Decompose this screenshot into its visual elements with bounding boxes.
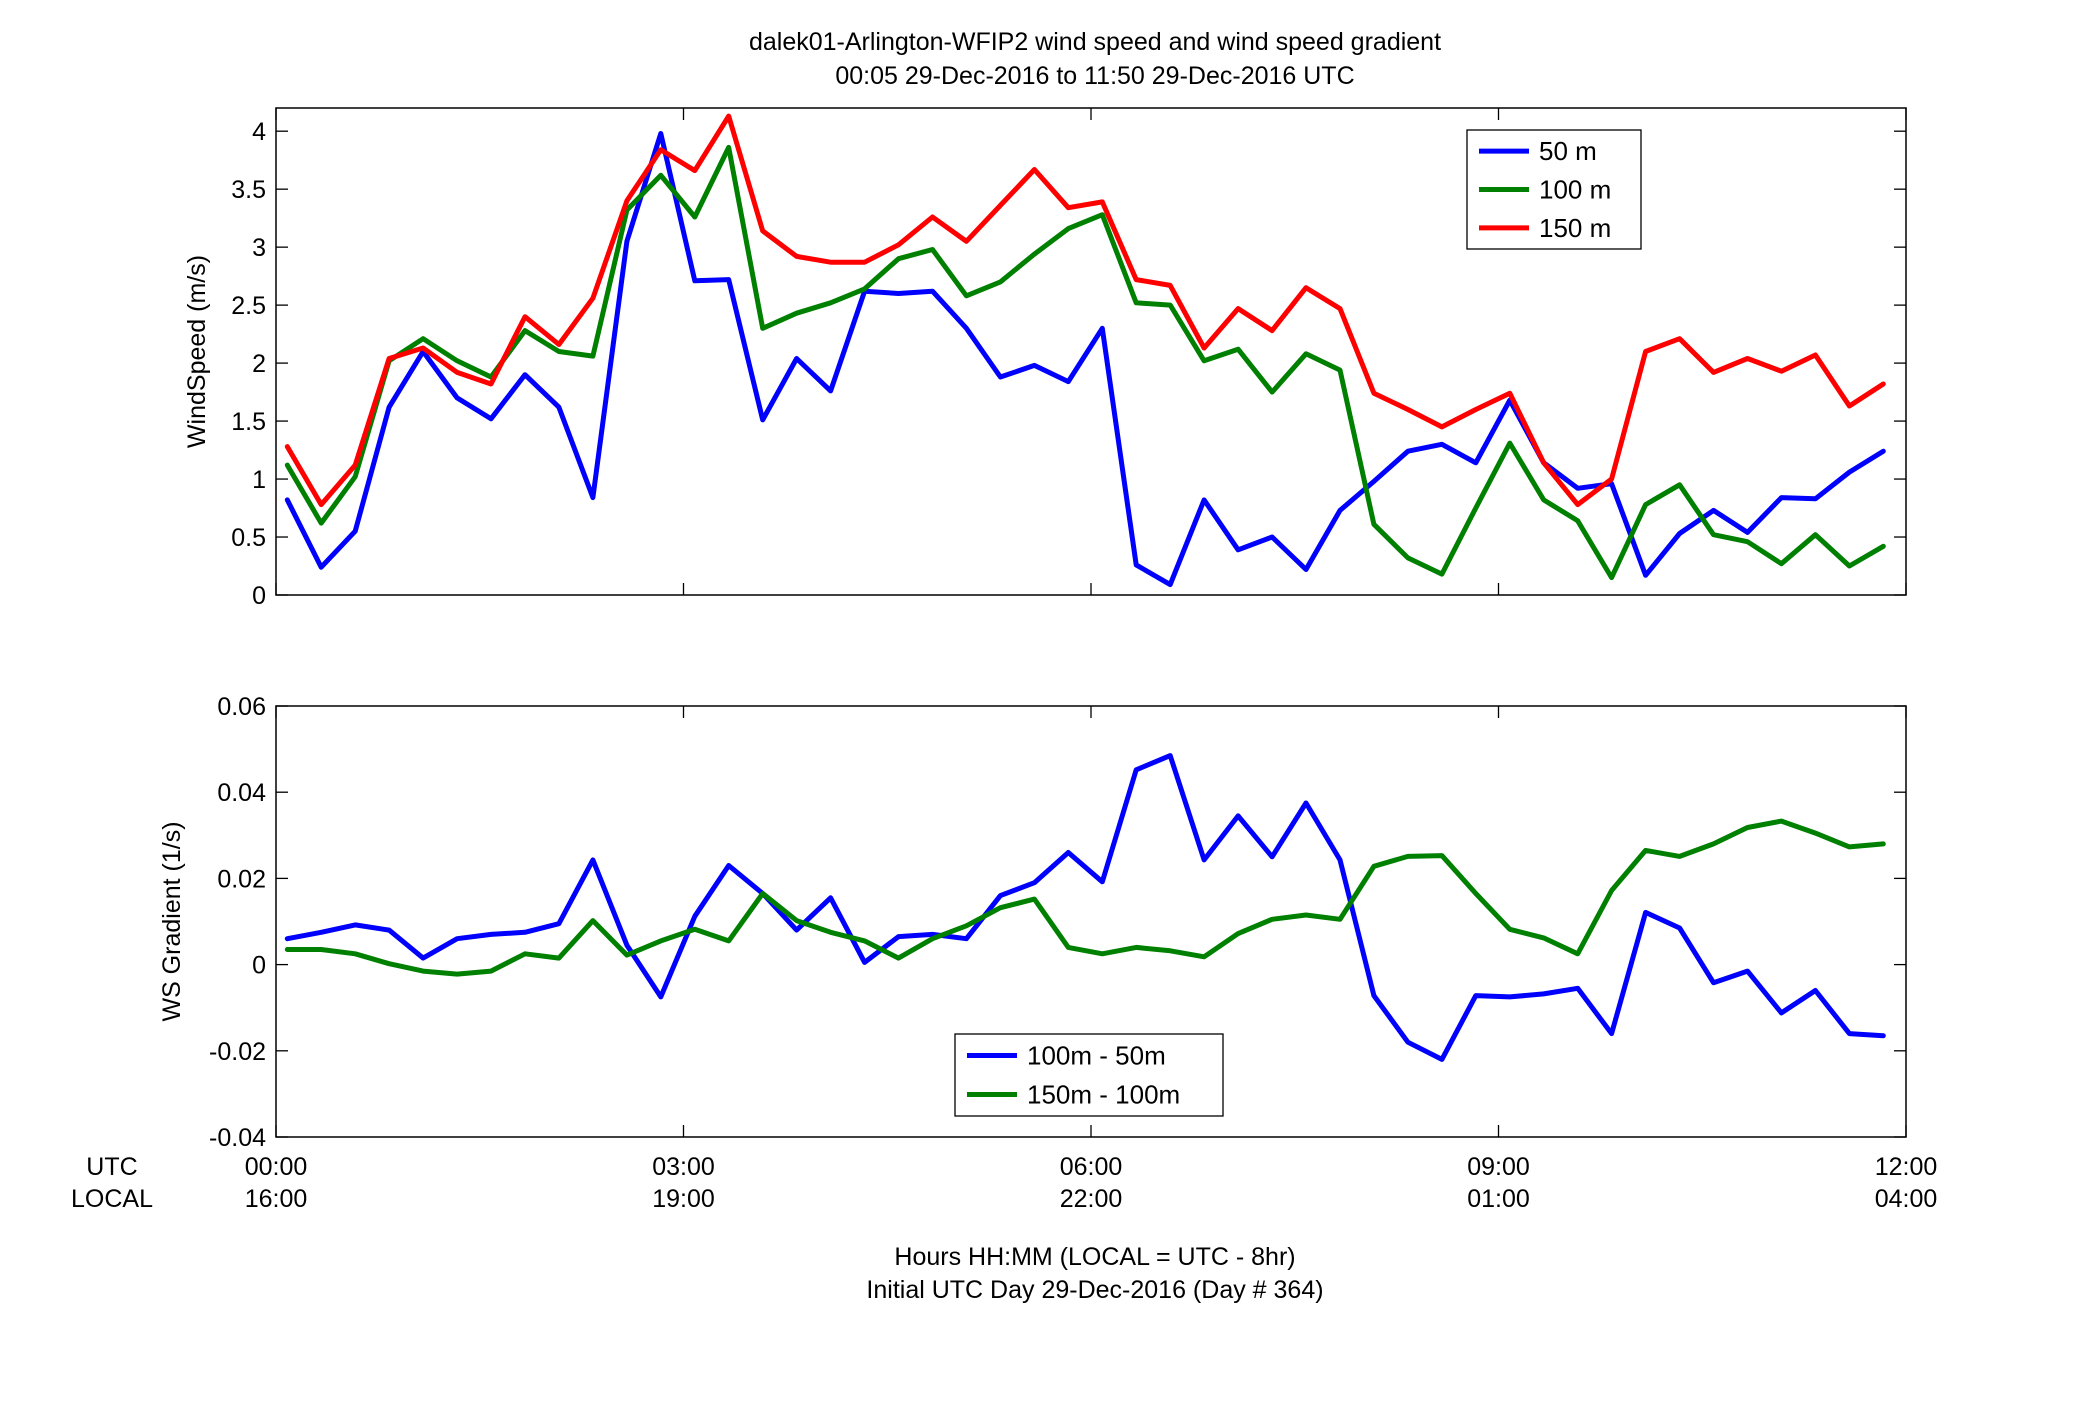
x-tick-labels: 00:00 16:00 03:00 19:00 06:00 22:00 09:00 01:00… bbox=[245, 1153, 1938, 1213]
windspeed-ylabel: WindSpeed (m/s) bbox=[183, 255, 211, 448]
gradient-ticks: -0.04 -0.02 0 0.02 0.04 0.06 bbox=[209, 693, 1907, 1152]
chart-subtitle: 00:05 29-Dec-2016 to 11:50 29-Dec-2016 U… bbox=[835, 62, 1354, 90]
legend-label: 150 m bbox=[1539, 213, 1611, 243]
x-tick-label-utc: 03:00 bbox=[652, 1153, 715, 1181]
x-tick-label-utc: 09:00 bbox=[1467, 1153, 1530, 1181]
y-tick-label: 1.5 bbox=[231, 408, 266, 436]
windspeed-legend: 50 m 100 m 150 m bbox=[1466, 129, 1642, 250]
windspeed-ticks: 0 0.5 1 1.5 2 2.5 3 3.5 4 bbox=[231, 108, 1907, 610]
y-tick-label: 0 bbox=[252, 582, 266, 610]
y-tick-label: 0 bbox=[252, 952, 266, 980]
chart-title: dalek01-Arlington-WFIP2 wind speed and w… bbox=[749, 28, 1441, 56]
y-tick-label: 3.5 bbox=[231, 176, 266, 204]
legend-label: 50 m bbox=[1539, 136, 1597, 166]
y-tick-label: 3 bbox=[252, 234, 266, 262]
x-tick-label-utc: 06:00 bbox=[1060, 1153, 1123, 1181]
y-tick-label: 0.02 bbox=[217, 865, 266, 893]
y-tick-label: 2 bbox=[252, 350, 266, 378]
x-axis-label: Hours HH:MM (LOCAL = UTC - 8hr) bbox=[894, 1243, 1295, 1271]
gradient-ylabel: WS Gradient (1/s) bbox=[158, 821, 186, 1021]
x-tick-label-utc: 12:00 bbox=[1875, 1153, 1938, 1181]
y-tick-label: 4 bbox=[252, 118, 266, 146]
x-tick-label-local: 22:00 bbox=[1060, 1185, 1123, 1213]
series-line-150m-100m bbox=[284, 818, 1886, 977]
legend-label: 100m - 50m bbox=[1027, 1041, 1166, 1071]
y-tick-label: -0.02 bbox=[209, 1038, 266, 1066]
x-tick-label-local: 04:00 bbox=[1875, 1185, 1938, 1213]
utc-row-label: UTC bbox=[86, 1153, 137, 1181]
y-tick-label: 0.5 bbox=[231, 524, 266, 552]
series-line-50-m bbox=[284, 131, 1886, 588]
windspeed-axes bbox=[275, 107, 1907, 596]
legend-label: 100 m bbox=[1539, 175, 1611, 205]
windspeed-series bbox=[284, 113, 1886, 588]
x-tick-label-utc: 00:00 bbox=[245, 1153, 308, 1181]
series-line-100-m bbox=[284, 144, 1886, 581]
y-tick-label: -0.04 bbox=[209, 1124, 266, 1152]
y-tick-label: 0.06 bbox=[217, 693, 266, 721]
legend-box bbox=[954, 1033, 1224, 1117]
local-row-label: LOCAL bbox=[71, 1185, 153, 1213]
x-tick-label-local: 16:00 bbox=[245, 1185, 308, 1213]
gradient-panel: -0.04 -0.02 0 0.02 0.04 0.06 WS Gradient (1/s… bbox=[158, 693, 1907, 1152]
x-tick-label-local: 19:00 bbox=[652, 1185, 715, 1213]
y-tick-label: 1 bbox=[252, 466, 266, 494]
series-line-150-m bbox=[284, 113, 1886, 508]
y-tick-label: 2.5 bbox=[231, 292, 266, 320]
gradient-legend: 100m - 50m 150m - 100m bbox=[954, 1033, 1224, 1117]
gradient-series bbox=[284, 753, 1886, 1062]
series-line-100m-50m bbox=[284, 753, 1886, 1062]
windspeed-panel: 0 0.5 1 1.5 2 2.5 3 3.5 4 WindSpeed (m/s) 50 m 10… bbox=[183, 107, 1907, 610]
x-tick-label-local: 01:00 bbox=[1467, 1185, 1530, 1213]
x-axis-sublabel: Initial UTC Day 29-Dec-2016 (Day # 364) bbox=[866, 1276, 1323, 1304]
legend-label: 150m - 100m bbox=[1027, 1080, 1180, 1110]
y-tick-label: 0.04 bbox=[217, 779, 266, 807]
